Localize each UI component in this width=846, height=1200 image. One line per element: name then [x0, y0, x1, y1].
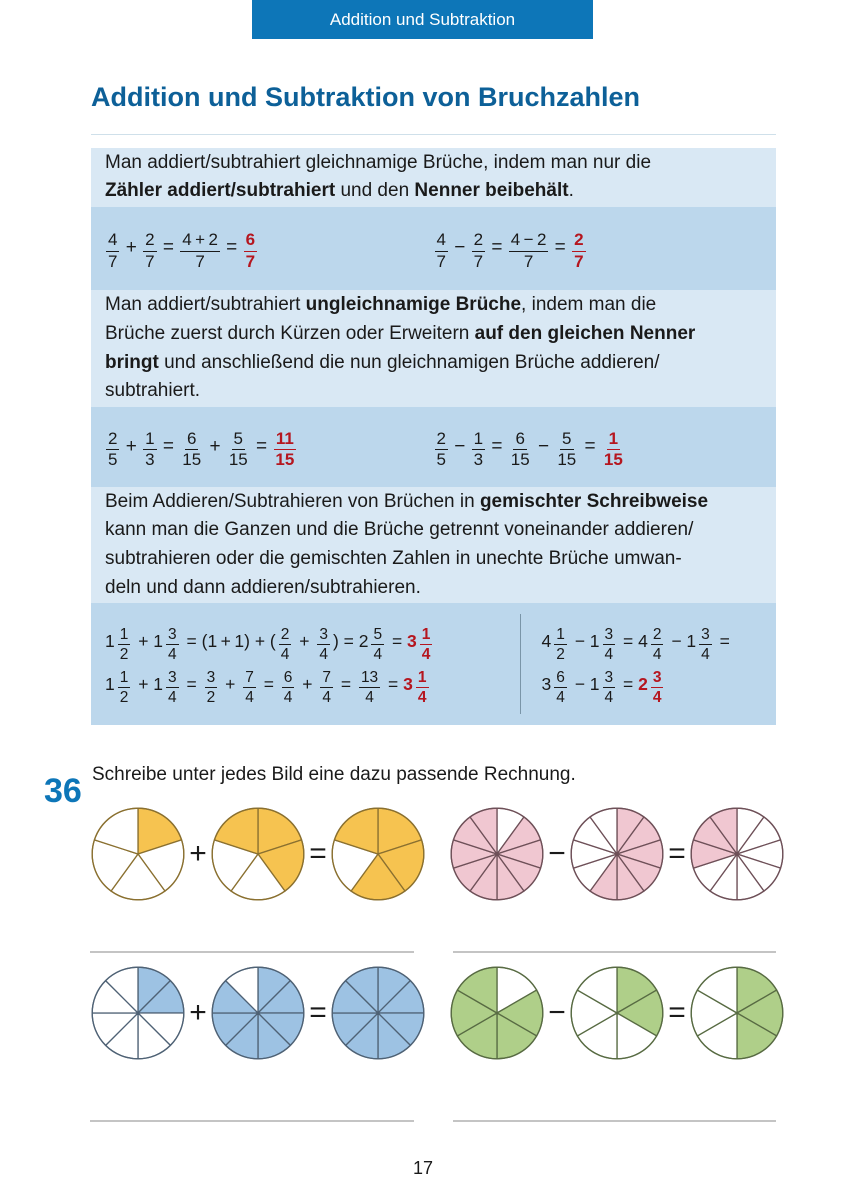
svg-text:=: = — [668, 996, 686, 1029]
svg-text:=: = — [309, 837, 327, 870]
svg-text:−: − — [548, 837, 566, 870]
svg-text:−: − — [548, 996, 566, 1029]
svg-text:+: + — [189, 837, 207, 870]
svg-text:=: = — [309, 996, 327, 1029]
svg-text:=: = — [668, 837, 686, 870]
svg-text:+: + — [189, 996, 207, 1029]
